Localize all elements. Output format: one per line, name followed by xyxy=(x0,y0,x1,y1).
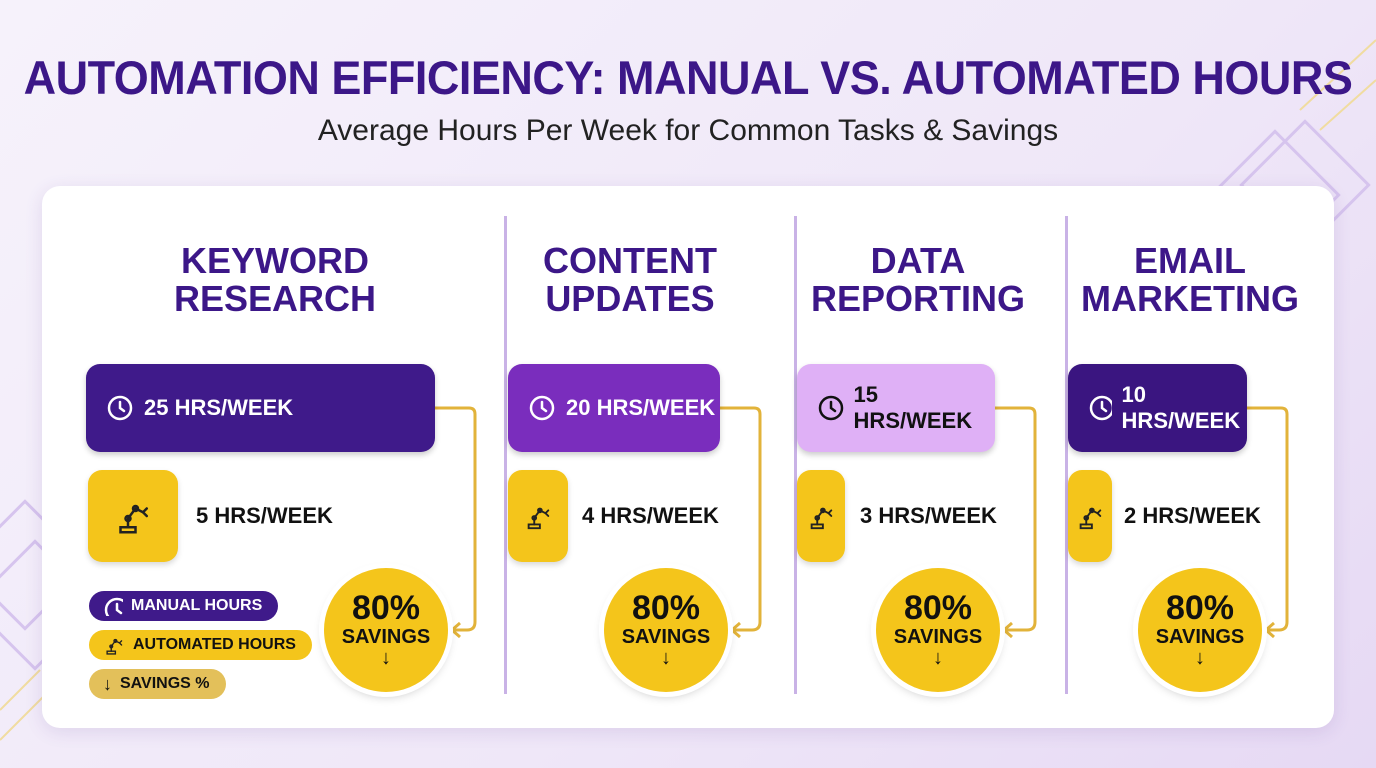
automated-box xyxy=(88,470,178,562)
separator xyxy=(794,216,797,694)
down-arrow: ↓ xyxy=(103,673,112,694)
legend-label: MANUAL HOURS xyxy=(131,597,263,614)
down-arrow: ↓ xyxy=(1195,647,1205,669)
task-title: CONTENT xyxy=(543,240,717,281)
savings-circle: 80% SAVINGS ↓ xyxy=(324,568,448,692)
robot-icon xyxy=(106,638,123,655)
automated-hours: 3 HRS/WEEK xyxy=(860,503,997,528)
legend-item: AUTOMATED HOURS xyxy=(89,630,312,660)
automated-box xyxy=(797,470,845,562)
manual-bar: 10 HRS/WEEK xyxy=(1068,364,1247,452)
manual-bar: 25 HRS/WEEK xyxy=(86,364,435,452)
savings-circle: 80% SAVINGS ↓ xyxy=(1138,568,1262,692)
task-title: KEYWORD xyxy=(181,240,369,281)
automated-hours: 4 HRS/WEEK xyxy=(582,503,719,528)
savings-percent: 80% xyxy=(1165,589,1235,627)
clock-icon xyxy=(104,597,123,616)
savings-percent: 80% xyxy=(903,589,973,627)
robot-icon xyxy=(527,507,550,530)
automated-box xyxy=(1068,470,1112,562)
separator xyxy=(1065,216,1068,694)
savings-label: SAVINGS xyxy=(1155,626,1245,648)
task-title: UPDATES xyxy=(545,278,715,319)
automated-box xyxy=(508,470,568,562)
manual-hours: 15 HRS/WEEK xyxy=(853,382,973,433)
task-title: REPORTING xyxy=(810,278,1025,319)
clock-icon xyxy=(107,395,133,421)
savings-label: SAVINGS xyxy=(621,626,711,648)
task-title: MARKETING xyxy=(1081,278,1299,319)
savings-label: SAVINGS xyxy=(341,626,431,648)
manual-bar: 20 HRS/WEEK xyxy=(508,364,720,452)
legend-label: AUTOMATED HOURS xyxy=(133,636,296,653)
robot-icon xyxy=(119,504,148,534)
clock-icon xyxy=(1089,395,1112,421)
legend-item: MANUAL HOURS xyxy=(89,591,279,621)
down-arrow: ↓ xyxy=(381,647,391,669)
task-title: DATA xyxy=(870,240,966,281)
savings-circle: 80% SAVINGS ↓ xyxy=(604,568,728,692)
legend-label: SAVINGS % xyxy=(120,675,210,692)
task-title: EMAIL xyxy=(1134,240,1246,281)
title: AUTOMATION EFFICIENCY: MANUAL VS. AUTOMA… xyxy=(23,50,1353,105)
task-title: RESEARCH xyxy=(173,278,377,319)
legend-item: ↓ SAVINGS % xyxy=(89,669,226,699)
down-arrow: ↓ xyxy=(661,647,671,669)
manual-hours: 10 HRS/WEEK xyxy=(1121,382,1241,433)
manual-bar: 15 HRS/WEEK xyxy=(797,364,995,452)
savings-percent: 80% xyxy=(631,589,701,627)
down-arrow: ↓ xyxy=(933,647,943,669)
clock-icon xyxy=(529,395,555,421)
manual-hours: 25 HRS/WEEK xyxy=(144,395,294,420)
automated-hours: 5 HRS/WEEK xyxy=(196,503,333,528)
manual-hours: 20 HRS/WEEK xyxy=(566,395,716,420)
savings-circle: 80% SAVINGS ↓ xyxy=(876,568,1000,692)
subtitle: Average Hours Per Week for Common Tasks … xyxy=(317,114,1059,147)
separator xyxy=(504,216,507,694)
clock-icon xyxy=(818,395,844,421)
savings-label: SAVINGS xyxy=(893,626,983,648)
savings-percent: 80% xyxy=(351,589,421,627)
robot-icon xyxy=(1079,507,1102,530)
robot-icon xyxy=(810,507,833,530)
automated-hours: 2 HRS/WEEK xyxy=(1124,503,1261,528)
